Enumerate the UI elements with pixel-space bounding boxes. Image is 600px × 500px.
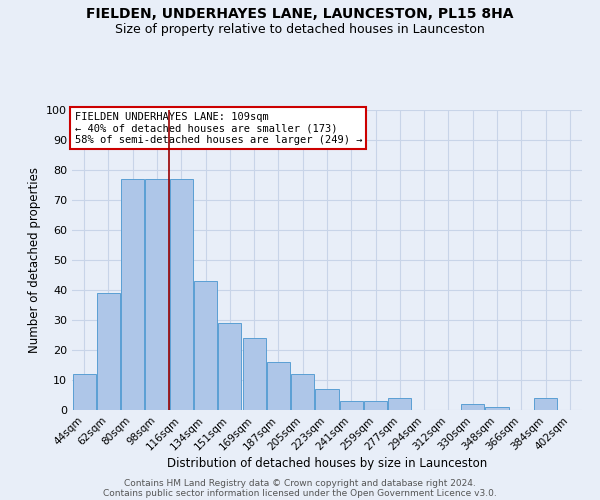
Bar: [170, 179, 193, 410]
Text: FIELDEN UNDERHAYES LANE: 109sqm
← 40% of detached houses are smaller (173)
58% o: FIELDEN UNDERHAYES LANE: 109sqm ← 40% of…: [74, 112, 362, 144]
Bar: [97, 293, 120, 410]
Y-axis label: Number of detached properties: Number of detached properties: [28, 167, 41, 353]
Bar: [364, 401, 387, 410]
Bar: [340, 401, 363, 410]
Bar: [316, 389, 338, 410]
Bar: [267, 362, 290, 410]
Text: Contains public sector information licensed under the Open Government Licence v3: Contains public sector information licen…: [103, 488, 497, 498]
Text: Size of property relative to detached houses in Launceston: Size of property relative to detached ho…: [115, 22, 485, 36]
Bar: [145, 179, 169, 410]
Text: FIELDEN, UNDERHAYES LANE, LAUNCESTON, PL15 8HA: FIELDEN, UNDERHAYES LANE, LAUNCESTON, PL…: [86, 8, 514, 22]
Bar: [461, 404, 484, 410]
Bar: [534, 398, 557, 410]
Bar: [291, 374, 314, 410]
Bar: [388, 398, 412, 410]
X-axis label: Distribution of detached houses by size in Launceston: Distribution of detached houses by size …: [167, 458, 487, 470]
Bar: [485, 407, 509, 410]
Bar: [121, 179, 144, 410]
Bar: [73, 374, 95, 410]
Bar: [194, 281, 217, 410]
Text: Contains HM Land Registry data © Crown copyright and database right 2024.: Contains HM Land Registry data © Crown c…: [124, 478, 476, 488]
Bar: [218, 323, 241, 410]
Bar: [242, 338, 266, 410]
